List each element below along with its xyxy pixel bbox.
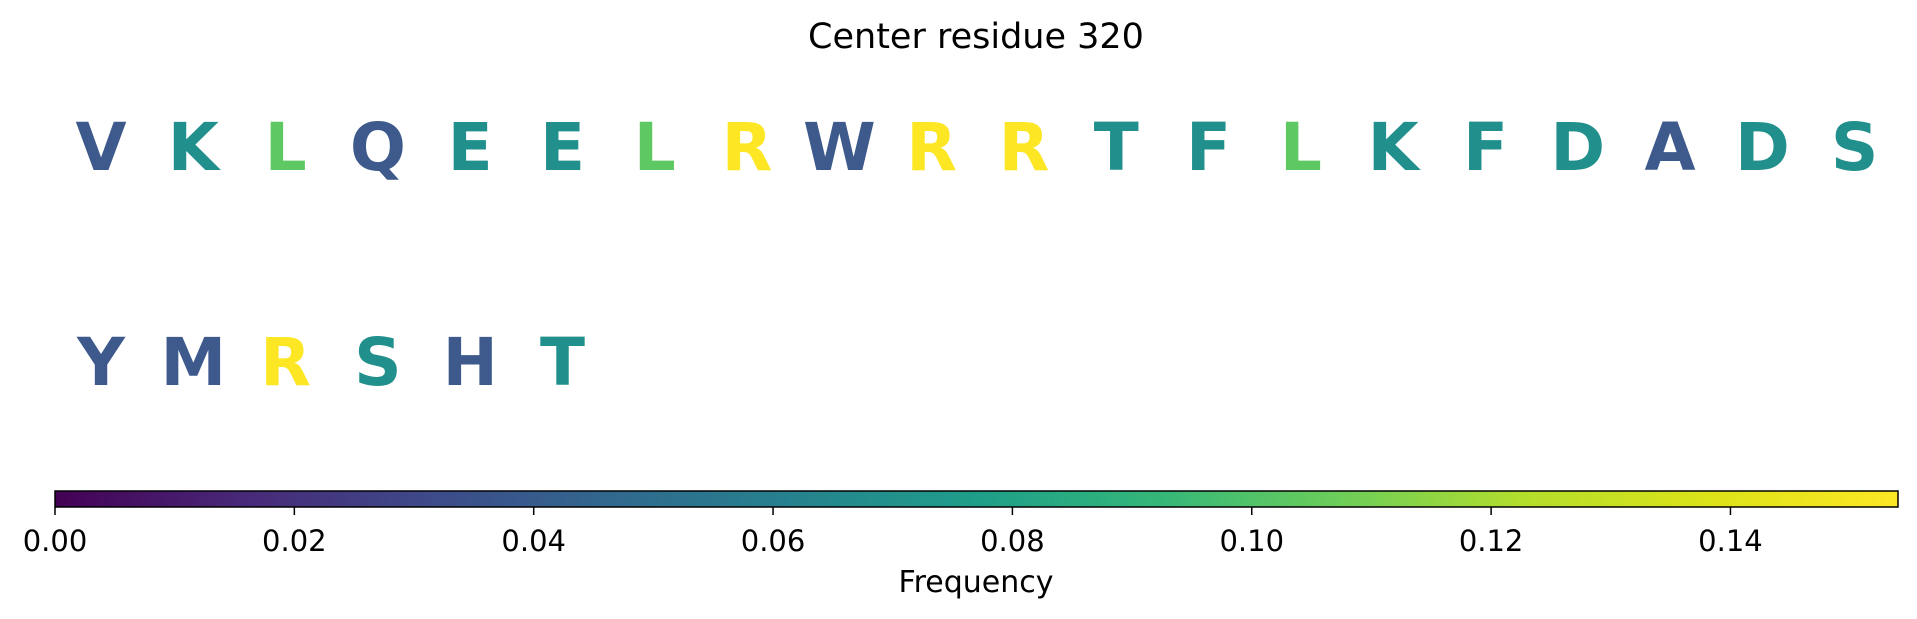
colorbar-tick-label: 0.02 (262, 524, 327, 558)
residue-letter: E (540, 109, 585, 186)
residue-letter: S (1831, 109, 1879, 186)
colorbar (54, 490, 1899, 508)
residue-letter: L (265, 109, 307, 186)
colorbar-tick-label: 0.10 (1219, 524, 1284, 558)
residue-letter: D (1550, 109, 1605, 186)
colorbar-axis: 0.00 0.02 0.04 0.06 0.08 0.10 0.12 0.14 (23, 507, 1763, 558)
colorbar-tick-label: 0.00 (23, 524, 88, 558)
colorbar-tick-label: 0.14 (1698, 524, 1763, 558)
residue-letter: L (634, 109, 676, 186)
residue-letter: H (443, 324, 498, 401)
residue-letter: E (448, 109, 493, 186)
residue-letter: M (160, 324, 226, 401)
residue-letter: Y (76, 324, 126, 401)
residue-letter: K (168, 109, 222, 186)
colorbar-tick-label: 0.12 (1459, 524, 1524, 558)
residue-letters: V K L Q E E L R W R R T F L K F D A D SY M R S H T (75, 109, 1878, 401)
residue-letter: L (1280, 109, 1322, 186)
residue-letter: R (999, 109, 1050, 186)
residue-letter: F (1463, 109, 1508, 186)
residue-letter: K (1368, 109, 1422, 186)
residue-letter: W (803, 109, 876, 186)
residue-letter: V (75, 109, 126, 186)
colorbar-tick-label: 0.06 (741, 524, 806, 558)
residue-letter: S (354, 324, 402, 401)
chart-title: Center residue 320 (808, 17, 1144, 57)
residue-letter: A (1645, 109, 1696, 186)
residue-letter: R (260, 324, 311, 401)
residue-letter: D (1735, 109, 1790, 186)
residue-letter: R (722, 109, 773, 186)
colorbar-tick-label: 0.08 (980, 524, 1045, 558)
residue-letter: T (540, 324, 585, 401)
residue-letter: Q (350, 109, 406, 186)
residue-letter: F (1186, 109, 1231, 186)
residue-letter: R (906, 109, 957, 186)
colorbar-tick-label: 0.04 (501, 524, 566, 558)
residue-letter: T (1094, 109, 1139, 186)
colorbar-label: Frequency (899, 565, 1054, 600)
